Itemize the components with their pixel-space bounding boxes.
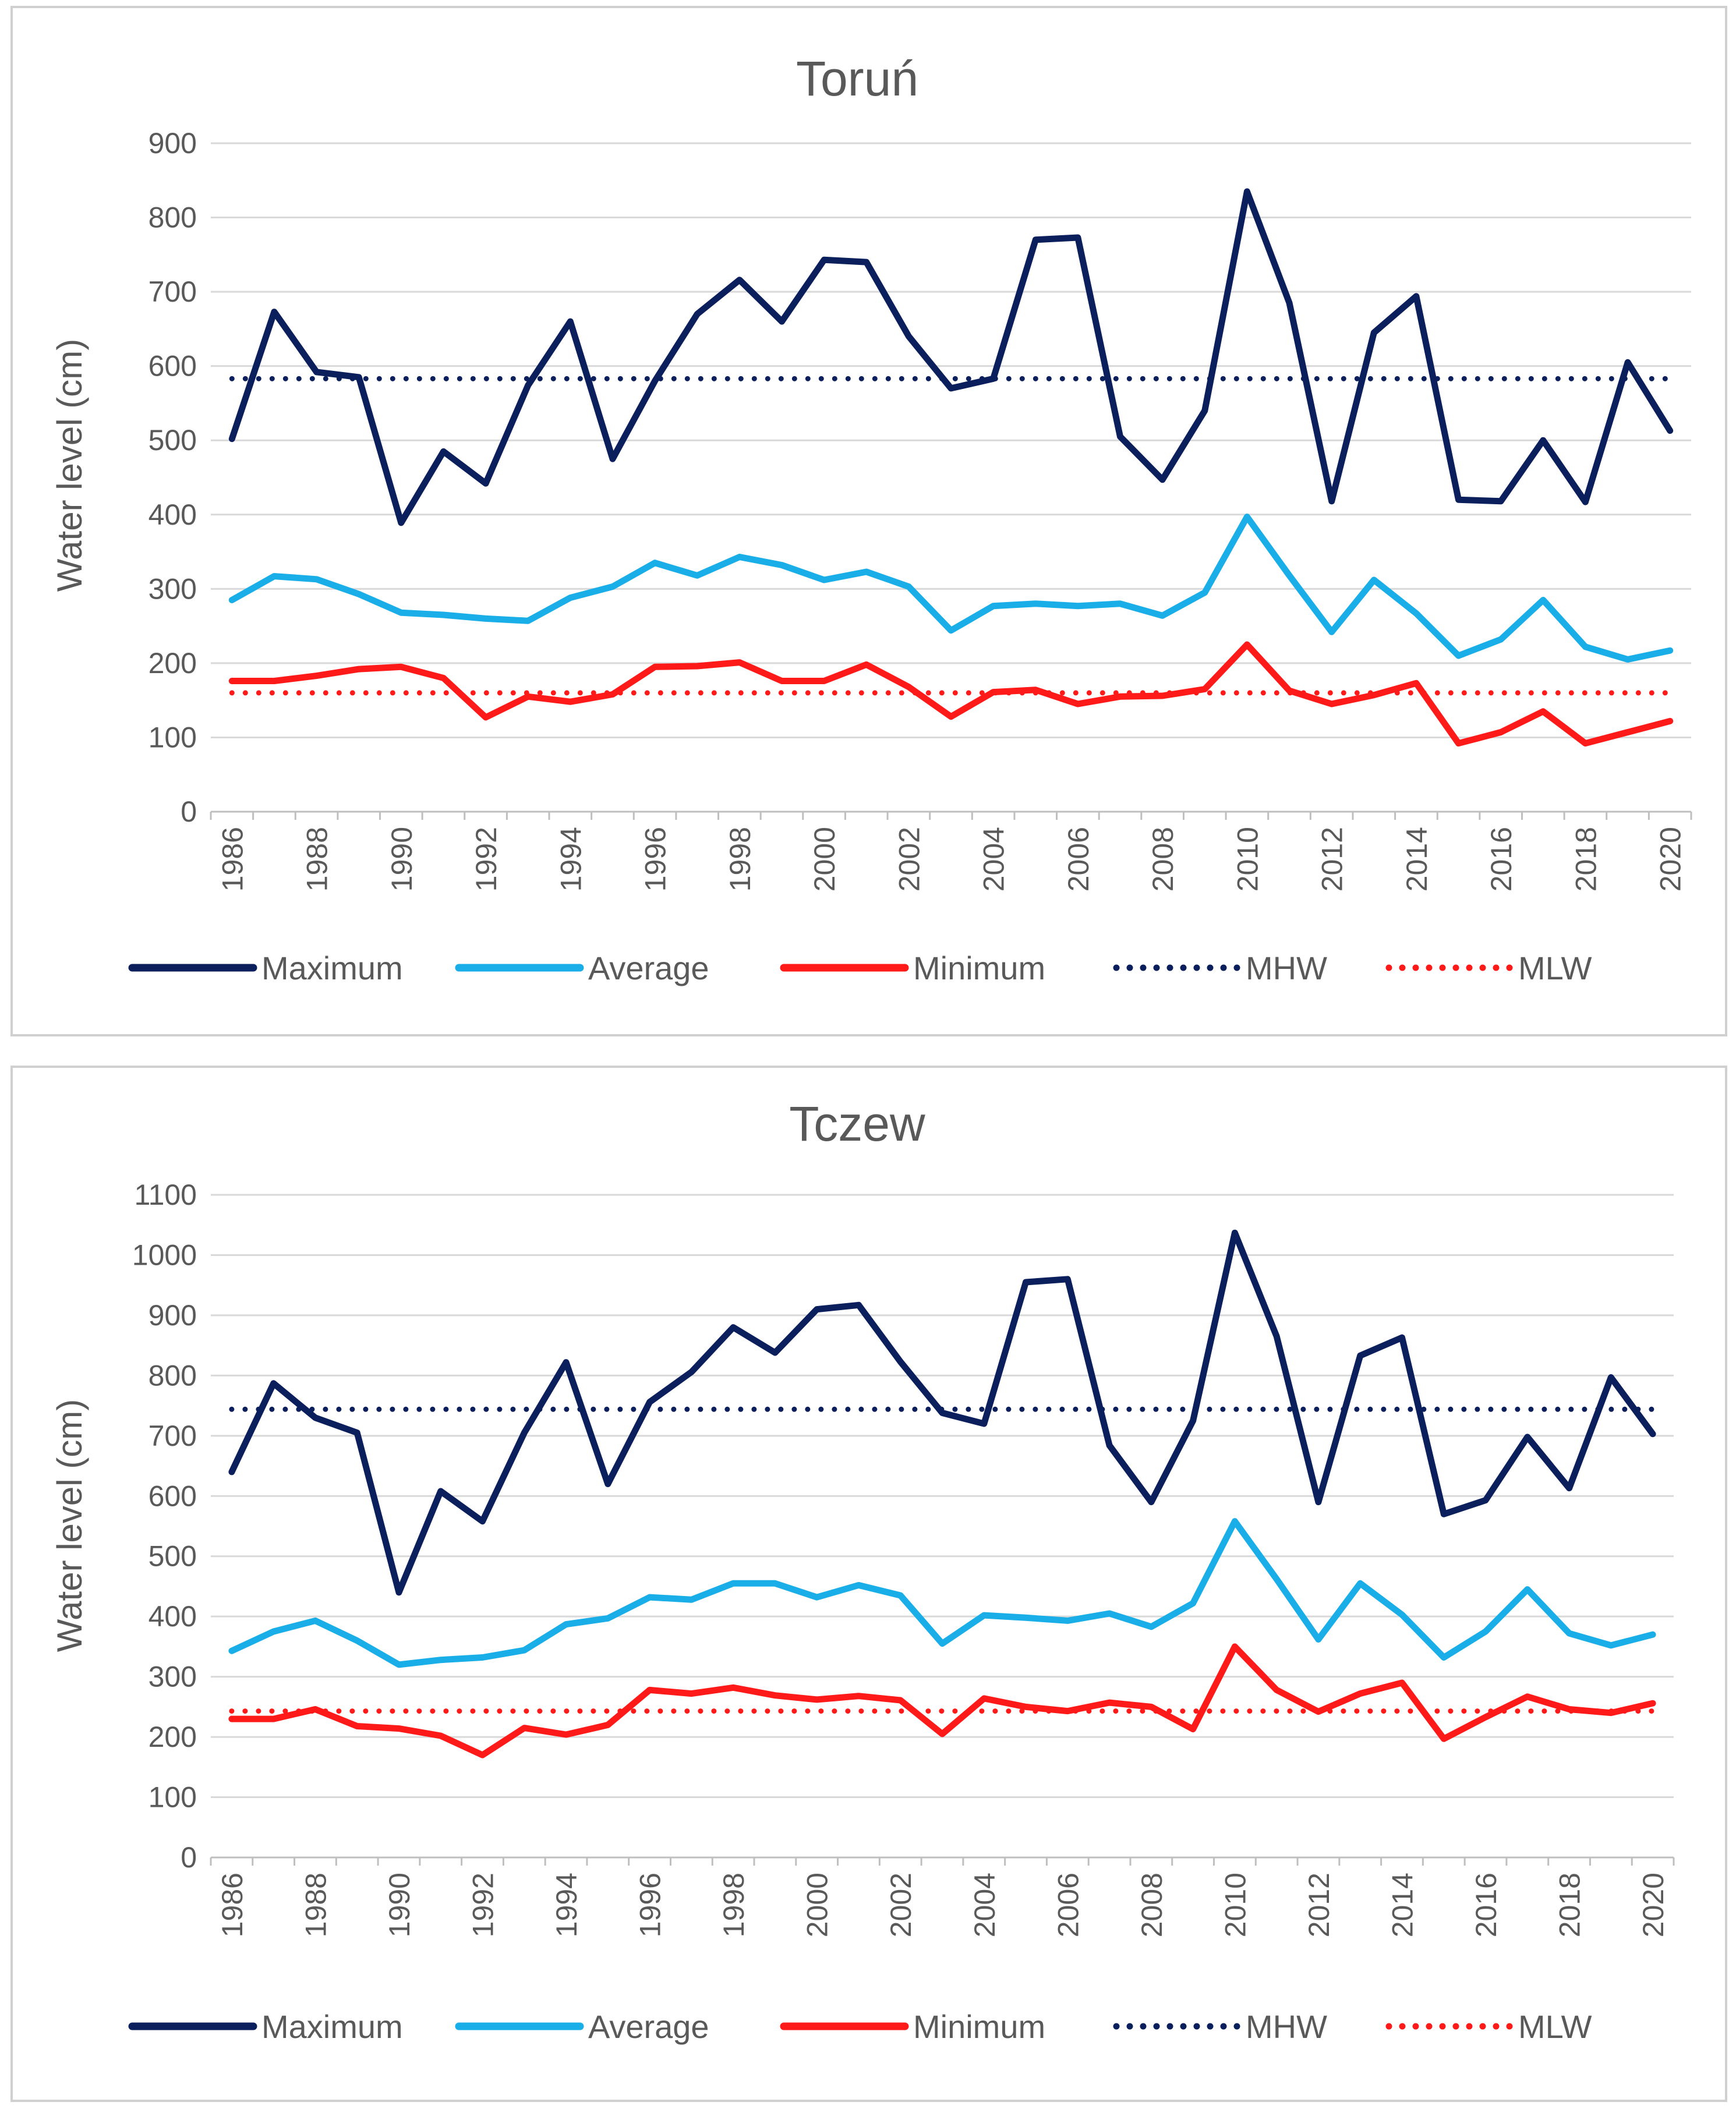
y-tick-label: 800 [149, 1359, 197, 1392]
x-tick-label: 2014 [1401, 827, 1433, 891]
legend-label-minimum: Minimum [913, 950, 1045, 986]
x-tick-label: 2006 [1052, 1873, 1084, 1937]
y-tick-label: 700 [149, 275, 197, 308]
legend-label-average: Average [588, 2008, 709, 2045]
x-tick-label: 2018 [1569, 827, 1602, 891]
y-tick-label: 100 [149, 1781, 197, 1814]
y-tick-label: 200 [149, 1721, 197, 1753]
chart-tczew: 0 100 200 300 400 500 600 700 800 900 1000 1100 1986… [50, 1096, 1675, 2045]
y-tick-label: 1100 [134, 1179, 197, 1211]
x-tick-label: 1994 [554, 827, 587, 891]
x-tick-label: 2016 [1470, 1873, 1502, 1937]
x-tick-label: 1988 [301, 827, 334, 891]
x-tick-label: 2010 [1219, 1873, 1251, 1937]
legend-label-mhw: MHW [1246, 2008, 1327, 2045]
y-tick-label: 100 [149, 721, 197, 753]
series-line-average [228, 514, 1674, 663]
series-line-maximum [228, 188, 1674, 526]
series-line-maximum [228, 1229, 1656, 1596]
y-tick-label: 400 [149, 498, 197, 531]
y-tick-label: 900 [149, 1299, 197, 1332]
y-tick-label: 500 [149, 424, 197, 457]
x-tick-label: 2008 [1136, 1873, 1168, 1937]
y-tick-label: 600 [149, 1480, 197, 1512]
x-tick-label: 2012 [1316, 827, 1349, 891]
y-tick-label: 300 [149, 1661, 197, 1693]
y-tick-label: 800 [149, 201, 197, 234]
x-tick-label: 1990 [386, 827, 418, 891]
y-tick-label: 0 [181, 795, 197, 828]
chart-panel-torun: 0 100 200 300 400 500 600 700 800 900 1986 1988 1990… [10, 6, 1727, 1036]
x-tick-label: 2000 [808, 827, 841, 891]
chart-title: Tczew [789, 1096, 925, 1151]
y-axis-label: Water level (cm) [50, 1399, 89, 1652]
x-tick-label: 1986 [216, 827, 249, 891]
x-tick-label: 2010 [1231, 827, 1264, 891]
x-tick-label: 2012 [1303, 1873, 1335, 1937]
x-tick-label: 1986 [216, 1873, 249, 1937]
x-tick-label: 1996 [639, 827, 672, 891]
x-tick-label: 1988 [299, 1873, 332, 1937]
y-tick-label: 400 [149, 1600, 197, 1633]
y-tick-label: 300 [149, 572, 197, 605]
legend-label-maximum: Maximum [261, 2008, 403, 2045]
x-tick-label: 2002 [885, 1873, 917, 1937]
y-axis-label: Water level (cm) [50, 339, 89, 592]
x-tick-label: 2002 [893, 827, 925, 891]
x-tick-label: 1998 [717, 1873, 750, 1937]
legend-label-maximum: Maximum [261, 950, 403, 986]
x-tick-label: 1994 [550, 1873, 583, 1937]
y-tick-label: 1000 [132, 1238, 197, 1271]
x-tick-label: 1992 [470, 827, 503, 891]
chart-torun: 0 100 200 300 400 500 600 700 800 900 1986 1988 1990… [50, 51, 1692, 986]
x-tick-label: 2008 [1147, 827, 1179, 891]
legend-label-mhw: MHW [1246, 950, 1327, 986]
legend-label-mlw: MLW [1518, 950, 1592, 986]
chart-panel-tczew: 0 100 200 300 400 500 600 700 800 900 1000 1100 1986… [10, 1066, 1727, 2102]
x-tick-label: 2000 [801, 1873, 834, 1937]
x-tick-label: 1998 [724, 827, 756, 891]
y-tick-label: 900 [149, 127, 197, 160]
y-tick-label: 500 [149, 1540, 197, 1573]
x-tick-label: 2016 [1485, 827, 1518, 891]
x-tick-label: 2014 [1386, 1873, 1419, 1937]
series-line-minimum [228, 641, 1674, 747]
legend-label-minimum: Minimum [913, 2008, 1045, 2045]
legend-label-average: Average [588, 950, 709, 986]
x-tick-label: 2006 [1062, 827, 1095, 891]
series-line-minimum [228, 1643, 1656, 1758]
chart-title: Toruń [796, 51, 918, 106]
x-tick-label: 2004 [978, 827, 1010, 891]
series-line-average [228, 1518, 1656, 1668]
x-tick-label: 2020 [1654, 827, 1687, 891]
legend-label-mlw: MLW [1518, 2008, 1592, 2045]
y-tick-label: 600 [149, 350, 197, 383]
y-tick-label: 200 [149, 647, 197, 680]
x-tick-label: 2020 [1637, 1873, 1670, 1937]
x-tick-label: 2018 [1554, 1873, 1586, 1937]
x-tick-label: 1996 [634, 1873, 667, 1937]
y-tick-label: 0 [181, 1841, 197, 1874]
y-tick-label: 700 [149, 1420, 197, 1452]
x-tick-label: 2004 [968, 1873, 1001, 1937]
x-tick-label: 1992 [467, 1873, 500, 1937]
x-tick-label: 1990 [383, 1873, 416, 1937]
